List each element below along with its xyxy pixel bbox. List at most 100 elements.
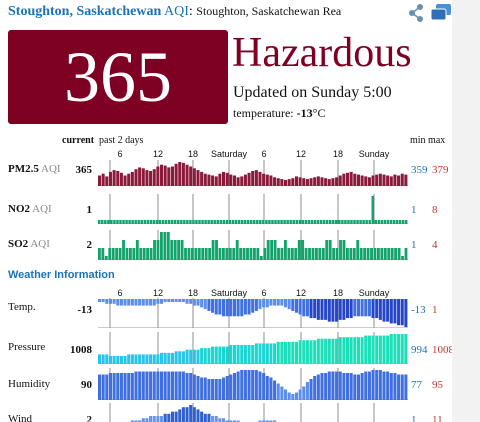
spark-bar <box>320 299 324 320</box>
spark-bar <box>203 348 207 364</box>
spark-bar <box>243 299 247 315</box>
spark-bar <box>304 248 308 260</box>
spark-bar <box>294 392 298 400</box>
temp-label: Temp. <box>8 301 36 313</box>
spark-bar <box>167 352 171 364</box>
spark-bar <box>163 165 167 186</box>
spark-bar <box>276 178 280 186</box>
spark-bar <box>218 379 222 400</box>
aqi-word[interactable]: AQI <box>164 4 189 19</box>
past-column-header: past 2 days <box>99 135 144 146</box>
spark-bar <box>134 220 137 224</box>
pressure-current: 1008 <box>70 344 92 356</box>
spark-bar <box>149 371 153 400</box>
header-colon: : <box>188 4 193 19</box>
spark-bar <box>240 370 244 400</box>
spark-bar <box>400 334 404 364</box>
spark-bar <box>389 220 393 224</box>
spark-bar <box>256 248 260 260</box>
spark-bar <box>236 345 240 364</box>
spark-bar <box>112 356 116 364</box>
spark-bar <box>146 248 150 260</box>
spark-bar <box>324 373 328 400</box>
spark-bar <box>149 220 153 224</box>
spark-bar <box>174 371 178 400</box>
spark-bar <box>167 167 171 186</box>
pm25-sparkline[interactable] <box>98 160 408 186</box>
spark-bar <box>386 371 390 400</box>
spark-bar <box>219 220 223 224</box>
spark-bar <box>346 248 349 260</box>
spark-bar <box>335 220 338 224</box>
spark-bar <box>128 220 131 224</box>
spark-bar <box>325 240 329 260</box>
spark-bar <box>160 164 164 186</box>
spark-bar <box>225 220 229 224</box>
spark-bar <box>251 345 255 364</box>
pm25-min: 359 <box>411 164 428 176</box>
so2-max: 4 <box>432 239 438 251</box>
spark-bar <box>156 299 160 304</box>
no2-sparkline[interactable] <box>98 194 408 224</box>
spark-bar <box>228 248 232 260</box>
pressure-sparkline[interactable] <box>98 332 408 364</box>
spark-bar <box>347 220 350 224</box>
weather-section-title[interactable]: Weather Information <box>8 269 115 281</box>
spark-bar <box>371 335 375 364</box>
spark-bar <box>280 220 283 224</box>
wind-sparkline[interactable] <box>98 403 408 422</box>
spark-bar <box>178 299 182 302</box>
spark-bar <box>301 220 305 224</box>
spark-bar <box>105 374 109 400</box>
pm25-max: 379 <box>432 164 449 176</box>
spark-bar <box>367 177 371 186</box>
spark-bar <box>356 374 360 400</box>
spark-bar <box>365 220 368 224</box>
temp-sparkline[interactable] <box>98 298 408 328</box>
city-link[interactable]: Stoughton, Saskatchewan <box>8 4 162 19</box>
spark-bar <box>382 299 386 322</box>
window-icon[interactable] <box>430 3 452 21</box>
so2-sparkline[interactable] <box>98 230 408 260</box>
spark-bar <box>249 248 253 260</box>
spark-bar <box>123 175 127 186</box>
spark-bar <box>156 371 160 400</box>
spark-bar <box>269 420 273 422</box>
spark-bar <box>181 407 185 422</box>
spark-bar <box>158 220 162 224</box>
spark-bar <box>335 338 339 364</box>
spark-bar <box>149 354 153 364</box>
humidity-sparkline[interactable] <box>98 368 408 400</box>
spark-bar <box>401 256 404 260</box>
spark-bar <box>393 299 397 324</box>
spark-bar <box>338 220 341 224</box>
spark-bar <box>116 171 120 186</box>
spark-bar <box>291 341 295 364</box>
spark-bar <box>152 416 156 422</box>
spark-bar <box>294 248 298 260</box>
spark-bar <box>207 220 210 224</box>
spark-bar <box>173 220 177 224</box>
spark-bar <box>138 420 142 422</box>
spark-bar <box>207 348 211 364</box>
spark-bar <box>353 299 357 317</box>
spark-bar <box>101 248 105 260</box>
spark-bar <box>243 345 247 364</box>
spark-bar <box>101 173 105 186</box>
spark-bar <box>189 220 192 224</box>
spark-bar <box>280 386 284 400</box>
spark-bar <box>197 248 201 260</box>
spark-bar <box>178 162 182 186</box>
share-icon[interactable] <box>408 4 424 22</box>
tick-label: Sunday <box>358 149 390 159</box>
spark-bar <box>215 240 218 260</box>
spark-bar <box>237 220 241 224</box>
spark-bar <box>280 341 284 364</box>
spark-bar <box>118 248 122 260</box>
spark-bar <box>170 220 174 224</box>
spark-bar <box>98 354 102 364</box>
spark-bar <box>338 175 342 186</box>
spark-bar <box>320 373 324 400</box>
spark-bar <box>335 177 339 186</box>
spark-bar <box>160 232 163 260</box>
